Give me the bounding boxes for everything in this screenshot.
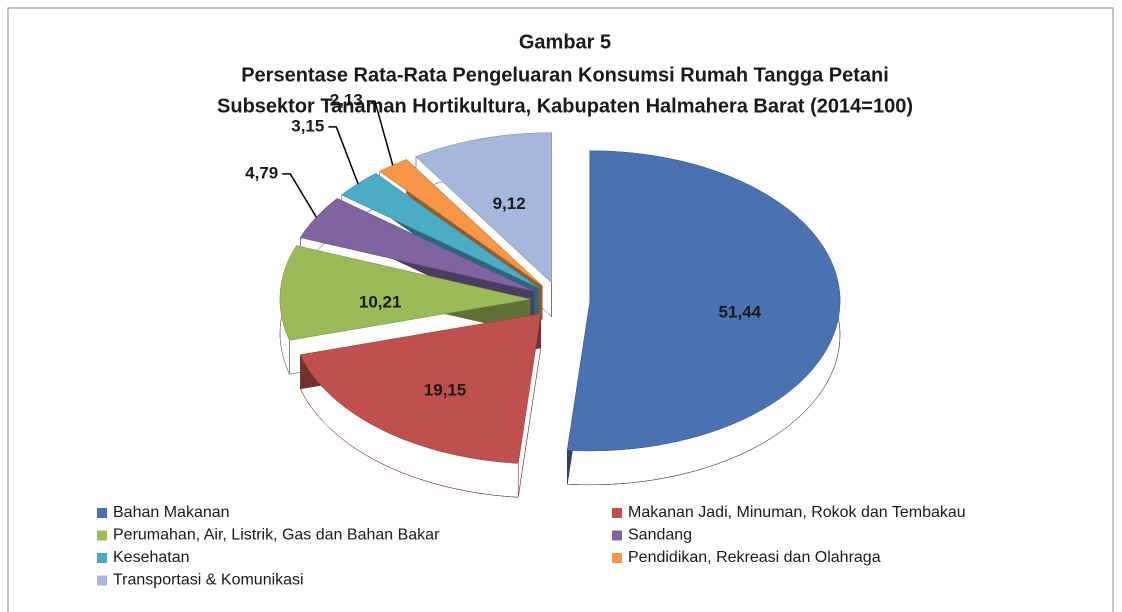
legend-swatch — [612, 553, 622, 563]
legend-label: Transportasi & Komunikasi — [113, 572, 304, 589]
legend-label: Perumahan, Air, Listrik, Gas dan Bahan B… — [113, 527, 440, 544]
data-label: 4,79 — [245, 163, 278, 182]
data-label: 19,15 — [424, 381, 467, 400]
slice — [566, 150, 841, 452]
slice-tops — [279, 132, 841, 464]
legend-swatch — [97, 508, 107, 518]
slice — [279, 245, 531, 341]
data-label: 3,15 — [291, 116, 324, 135]
legend-swatch — [97, 553, 107, 563]
data-label: 2,13 — [330, 91, 363, 110]
chart-title: Gambar 5 — [519, 31, 611, 53]
legend-swatch — [612, 530, 622, 541]
data-label: 51,44 — [719, 302, 762, 321]
legend-label: Bahan Makanan — [113, 504, 230, 521]
slice — [415, 132, 552, 284]
legend-label: Makanan Jadi, Minuman, Rokok dan Tembaka… — [628, 504, 966, 521]
legend-swatch — [97, 530, 107, 541]
legend-swatch — [97, 575, 107, 586]
chart-frame — [7, 7, 1114, 612]
legend-label: Sandang — [628, 527, 692, 544]
data-label: 9,12 — [493, 194, 526, 213]
legend-swatch — [612, 508, 622, 518]
slice — [299, 313, 542, 464]
chart-title: Subsektor Tanaman Hortikultura, Kabupate… — [217, 95, 913, 117]
leader-line — [328, 126, 359, 184]
chart-title: Persentase Rata-Rata Pengeluaran Konsums… — [241, 64, 889, 86]
legend-label: Pendidikan, Rekreasi dan Olahraga — [628, 549, 881, 566]
slice — [299, 198, 535, 292]
leader-line — [366, 100, 394, 166]
legend: Bahan Makanan Makanan Jadi, Minuman, Roko… — [97, 504, 966, 589]
data-label: 10,21 — [359, 293, 402, 312]
leader-line — [282, 173, 318, 218]
slice — [341, 173, 539, 288]
legend-label: Kesehatan — [113, 549, 190, 566]
